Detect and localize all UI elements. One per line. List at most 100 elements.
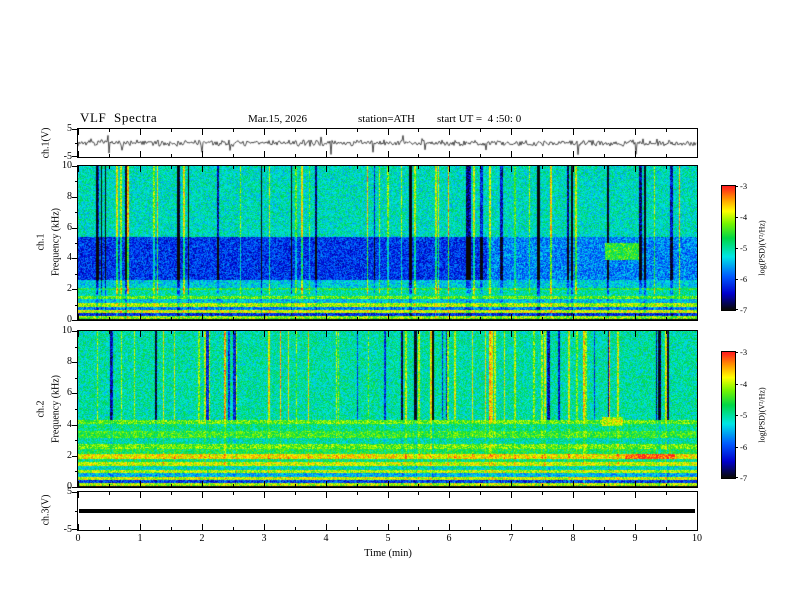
y-tick-label: 4 — [67, 418, 72, 430]
colorbar-tick-label: -3 — [740, 181, 748, 191]
x-tick-label: 8 — [570, 533, 576, 544]
tick-mark — [449, 492, 450, 498]
tick-mark — [635, 129, 636, 135]
tick-mark — [326, 481, 327, 487]
tick-mark — [388, 481, 389, 487]
x-tick-label: 5 — [385, 533, 391, 544]
tick-mark — [573, 151, 574, 157]
tick-mark — [75, 378, 78, 379]
tick-mark — [635, 492, 636, 498]
tick-mark — [171, 484, 172, 487]
tick-mark — [109, 154, 110, 157]
tick-mark — [418, 484, 419, 487]
tick-mark — [171, 154, 172, 157]
y-tick-label: 10 — [62, 325, 72, 336]
tick-mark — [202, 151, 203, 157]
tick-mark — [233, 331, 234, 334]
tick-mark — [72, 166, 78, 167]
tick-mark — [264, 492, 265, 498]
tick-mark — [326, 331, 327, 337]
tick-mark — [697, 314, 698, 320]
tick-mark — [666, 484, 667, 487]
tick-mark — [573, 129, 574, 135]
tick-mark — [72, 456, 78, 457]
tick-mark — [326, 151, 327, 157]
tick-mark — [78, 151, 79, 157]
x-tick-label: 3 — [261, 533, 267, 544]
tick-mark — [295, 527, 296, 530]
tick-mark — [542, 166, 543, 169]
tick-mark — [418, 527, 419, 530]
tick-mark — [78, 524, 79, 530]
tick-mark — [295, 492, 296, 495]
y-tick-label: 5 — [67, 123, 72, 134]
plot-title: VLF Spectra — [80, 110, 158, 125]
tick-mark — [233, 527, 234, 530]
tick-mark — [109, 166, 110, 169]
tick-mark — [140, 314, 141, 320]
y-tick-label: 5 — [67, 486, 72, 497]
tick-mark — [388, 492, 389, 498]
tick-mark — [511, 331, 512, 337]
x-axis-label: Time (min) — [364, 548, 412, 559]
ch2-spectrogram-canvas — [78, 331, 697, 487]
tick-mark — [735, 309, 738, 310]
tick-mark — [542, 484, 543, 487]
tick-mark — [542, 129, 543, 132]
tick-mark — [418, 492, 419, 495]
tick-mark — [140, 492, 141, 498]
tick-mark — [295, 484, 296, 487]
tick-mark — [78, 166, 79, 172]
tick-mark — [295, 166, 296, 169]
tick-mark — [735, 447, 738, 448]
tick-mark — [140, 524, 141, 530]
tick-mark — [418, 129, 419, 132]
tick-mark — [72, 331, 78, 332]
colorbar-tick-label: -6 — [740, 441, 748, 452]
tick-mark — [697, 166, 698, 172]
tick-mark — [480, 129, 481, 132]
tick-mark — [233, 154, 234, 157]
x-tick-label: 10 — [692, 533, 702, 544]
tick-mark — [449, 481, 450, 487]
ch1-spec-frequency-label: Frequency (kHz) — [50, 207, 62, 277]
colorbar-tick-label: -3 — [740, 347, 748, 357]
tick-mark — [72, 362, 78, 363]
tick-mark — [233, 484, 234, 487]
tick-mark — [511, 129, 512, 135]
x-tick-label: 1 — [137, 533, 143, 544]
tick-mark — [72, 197, 78, 198]
tick-mark — [666, 154, 667, 157]
colorbar-tick-label: -6 — [740, 274, 748, 284]
tick-mark — [480, 331, 481, 334]
tick-mark — [78, 129, 79, 135]
x-tick-label: 2 — [199, 533, 205, 544]
tick-mark — [449, 314, 450, 320]
y-tick-label: 2 — [67, 283, 72, 295]
tick-mark — [635, 151, 636, 157]
tick-mark — [202, 492, 203, 498]
tick-mark — [75, 440, 78, 441]
tick-mark — [171, 492, 172, 495]
tick-mark — [326, 166, 327, 172]
tick-mark — [511, 492, 512, 498]
ch3-voltage-ylabel: ch.3(V) — [40, 494, 52, 526]
tick-mark — [573, 481, 574, 487]
x-tick-label: 7 — [508, 533, 514, 544]
plot-date: Mar.15, 2026 — [248, 113, 307, 125]
tick-mark — [264, 331, 265, 337]
tick-mark — [171, 317, 172, 320]
tick-mark — [72, 258, 78, 259]
tick-mark — [735, 217, 738, 218]
tick-mark — [140, 331, 141, 337]
tick-mark — [326, 129, 327, 135]
tick-mark — [72, 289, 78, 290]
tick-mark — [573, 331, 574, 337]
tick-mark — [72, 393, 78, 394]
colorbar-tick-label: -7 — [740, 473, 748, 483]
tick-mark — [357, 331, 358, 334]
tick-mark — [666, 166, 667, 169]
tick-mark — [295, 317, 296, 320]
tick-mark — [735, 384, 738, 385]
tick-mark — [388, 166, 389, 172]
